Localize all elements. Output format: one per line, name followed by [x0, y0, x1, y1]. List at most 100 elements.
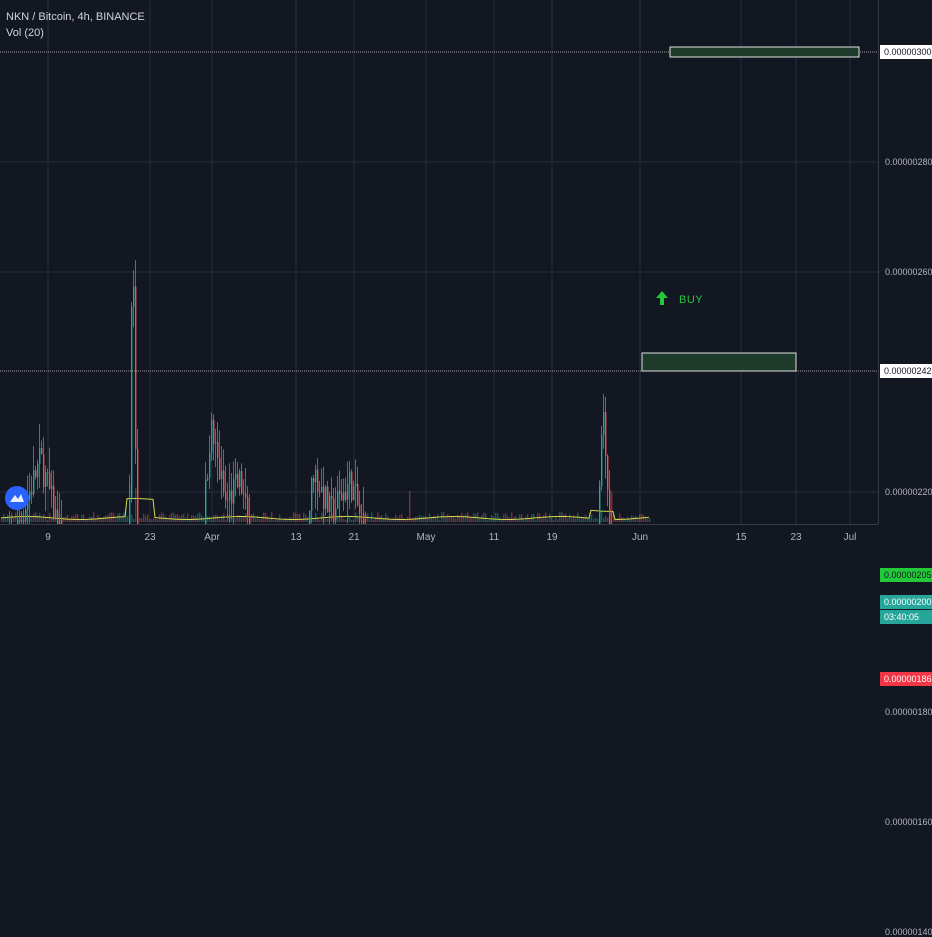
- volume-bar: [181, 515, 182, 522]
- candle-body: [335, 509, 336, 521]
- volume-bar: [269, 519, 270, 522]
- candle-body: [137, 449, 138, 524]
- volume-bar: [183, 514, 184, 522]
- volume-bar: [439, 520, 440, 522]
- volume-bar: [353, 520, 354, 522]
- chart-pane[interactable]: NKN / Bitcoin, 4h, BINANCE Vol (20) BUY: [0, 0, 878, 524]
- time-label: Jun: [632, 532, 648, 543]
- volume-bar: [173, 513, 174, 522]
- volume-bar: [523, 520, 524, 522]
- volume-bar: [275, 519, 276, 522]
- volume-indicator-label[interactable]: Vol (20): [6, 25, 145, 41]
- candle-body: [25, 510, 26, 522]
- volume-bar: [487, 520, 488, 522]
- candle-body: [133, 286, 134, 306]
- volume-bar: [45, 518, 46, 522]
- target-box-242: [642, 353, 796, 371]
- volume-bar: [605, 516, 606, 522]
- volume-bar: [549, 514, 550, 522]
- volume-bar: [471, 518, 472, 522]
- volume-bar: [175, 515, 176, 522]
- volume-bar: [251, 514, 252, 522]
- candle-body: [345, 492, 346, 500]
- volume-bar: [349, 517, 350, 522]
- volume-bar: [497, 513, 498, 522]
- candle-body: [609, 489, 610, 524]
- candle-body: [217, 442, 218, 458]
- volume-bar: [77, 514, 78, 522]
- symbol-title[interactable]: NKN / Bitcoin, 4h, BINANCE: [6, 9, 145, 25]
- candle-body: [49, 473, 50, 489]
- volume-bar: [601, 511, 602, 522]
- tradingview-logo-icon[interactable]: [5, 486, 29, 510]
- volume-bar: [171, 513, 172, 522]
- volume-bar: [41, 518, 42, 522]
- chart-legend: NKN / Bitcoin, 4h, BINANCE Vol (20): [6, 9, 145, 41]
- candle-body: [599, 486, 600, 524]
- volume-bar: [485, 513, 486, 522]
- volume-bar: [63, 517, 64, 522]
- candle-body: [33, 470, 34, 494]
- candle-body: [243, 493, 244, 494]
- price-label: 0.00000260: [885, 267, 932, 277]
- candle-body: [239, 471, 240, 487]
- volume-bar: [255, 519, 256, 522]
- candle-body: [225, 492, 226, 501]
- candle-body: [235, 474, 236, 479]
- candle-body: [229, 490, 230, 499]
- price-label: 0.00000140: [885, 927, 932, 937]
- candle-body: [213, 420, 214, 444]
- volume-bar: [293, 512, 294, 522]
- volume-bar: [147, 514, 148, 522]
- candle-body: [311, 478, 312, 511]
- candles: [1, 260, 650, 524]
- volume-bar: [157, 520, 158, 522]
- volume-bar: [409, 491, 410, 522]
- volume-bar: [357, 517, 358, 522]
- candle-body: [21, 520, 22, 521]
- time-label: 15: [735, 532, 746, 543]
- price-tag: 0.00000205: [880, 568, 932, 582]
- volume-bar: [139, 518, 140, 522]
- volume-bar: [127, 516, 128, 522]
- candle-body: [47, 472, 48, 473]
- volume-bar: [495, 513, 496, 522]
- volume-bar: [451, 517, 452, 522]
- candle-body: [349, 472, 350, 484]
- candle-body: [315, 470, 316, 482]
- volume-bar: [395, 515, 396, 522]
- time-label: 21: [348, 532, 359, 543]
- candle-body: [211, 420, 212, 453]
- volume-bar: [33, 513, 34, 522]
- volume-bar: [445, 517, 446, 522]
- volume-bar: [37, 515, 38, 522]
- candle-body: [205, 480, 206, 524]
- volume-bar: [343, 519, 344, 522]
- volume-bar: [83, 514, 84, 522]
- price-tag: 0.00000186: [880, 672, 932, 686]
- volume-bar: [135, 488, 136, 522]
- candle-body: [355, 484, 356, 486]
- volume-bar: [7, 515, 8, 522]
- volume-bar: [389, 520, 390, 522]
- candle-body: [131, 307, 132, 500]
- volume-bar: [199, 512, 200, 522]
- volume-bar: [593, 519, 594, 522]
- volume-bar: [303, 513, 304, 522]
- candle-body: [327, 487, 328, 512]
- volume-bar: [177, 514, 178, 522]
- volume-bar: [483, 513, 484, 522]
- volume-bar: [319, 520, 320, 522]
- candle-body: [57, 510, 58, 524]
- price-chart[interactable]: [0, 0, 878, 524]
- candle-body: [321, 487, 322, 492]
- candle-body: [233, 479, 234, 503]
- volume-bar: [43, 514, 44, 522]
- volume-bar: [219, 519, 220, 522]
- price-scale[interactable]: 0.000003000.000002800.000002600.00000242…: [878, 0, 932, 524]
- volume-bar: [213, 515, 214, 522]
- volume-bar: [403, 518, 404, 522]
- volume-bar: [619, 513, 620, 522]
- volume-bar: [133, 519, 134, 522]
